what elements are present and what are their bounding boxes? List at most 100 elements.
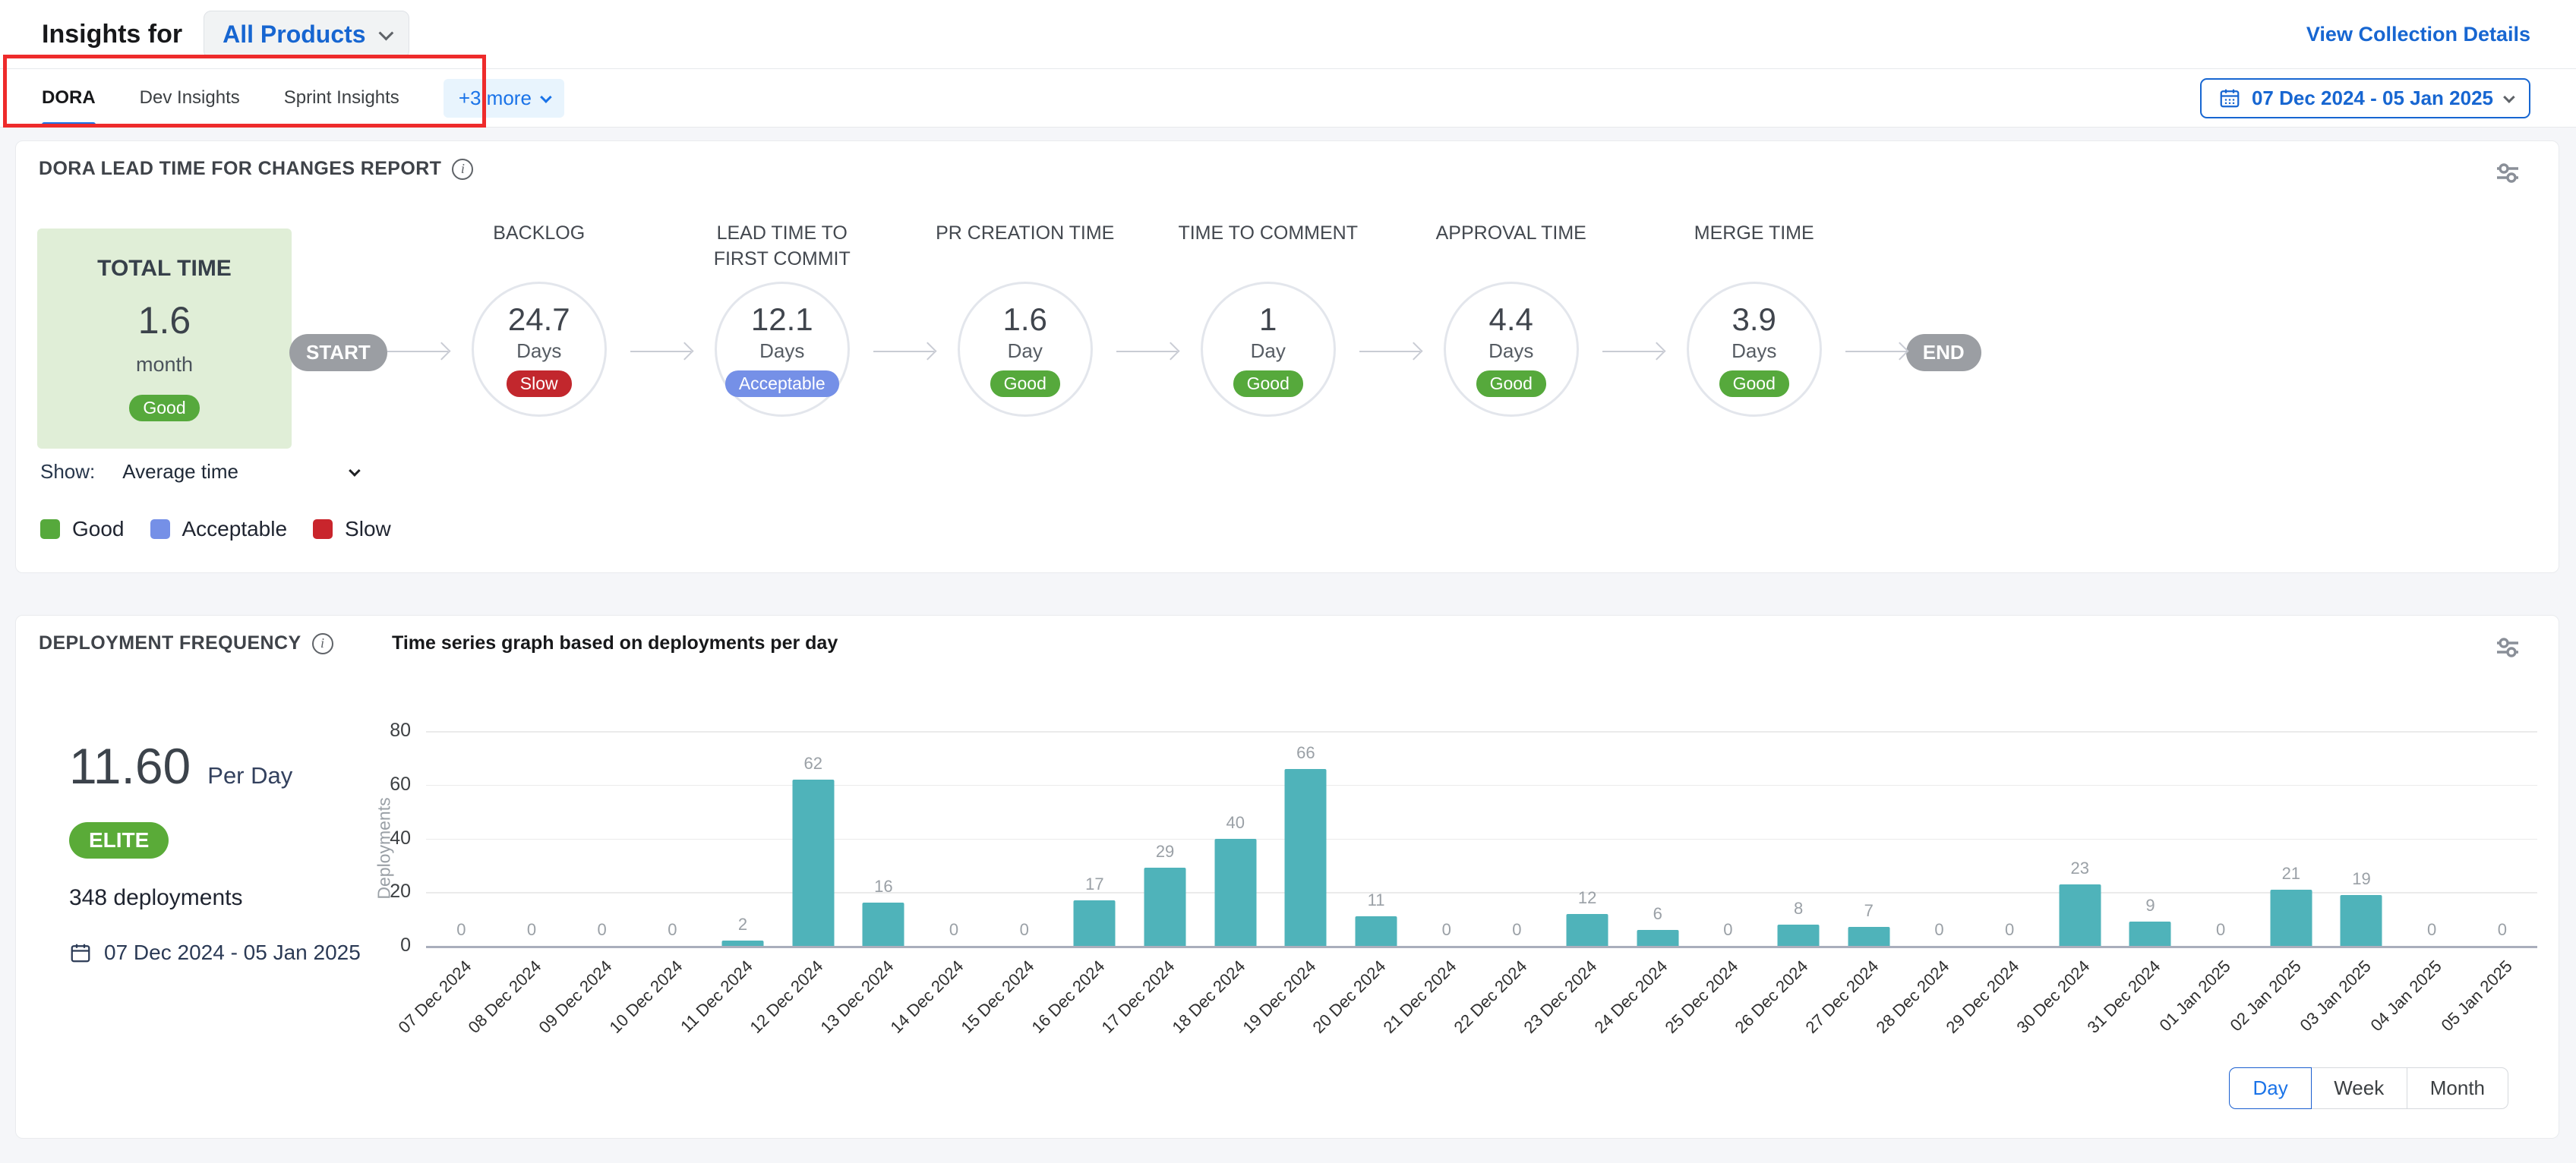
tab-dora[interactable]: DORA [42, 69, 96, 127]
stage-unit: Days [516, 339, 561, 363]
bar[interactable] [2270, 890, 2312, 946]
bar-value-label: 0 [1693, 920, 1763, 940]
bar[interactable] [792, 780, 834, 946]
bar[interactable] [1637, 930, 1678, 946]
bar-slot: 004 Jan 2025 [2397, 731, 2467, 946]
bar-value-label: 0 [1975, 920, 2045, 940]
bar[interactable] [2341, 895, 2382, 946]
lead-time-section-title: DORA LEAD TIME FOR CHANGES REPORT [39, 158, 441, 180]
stage-circle[interactable]: 1 Day Good [1201, 282, 1336, 417]
flow-arrow [1845, 351, 1906, 352]
bar-value-label: 8 [1763, 899, 1834, 919]
legend-item-acceptable: Acceptable [150, 517, 288, 541]
tabs: DORA Dev Insights Sprint Insights +3 mor… [42, 69, 564, 127]
bar-slot: 005 Jan 2025 [2467, 731, 2537, 946]
stage-value: 24.7 [508, 301, 570, 338]
chevron-down-icon [349, 465, 361, 477]
x-axis-label: 21 Dec 2024 [1380, 957, 1461, 1038]
x-axis-label: 18 Dec 2024 [1169, 957, 1250, 1038]
stage-circle[interactable]: 1.6 Day Good [958, 282, 1093, 417]
info-icon[interactable]: i [312, 633, 333, 654]
flow-arrow [873, 351, 934, 352]
stage-label: PR CREATION TIME [936, 221, 1114, 282]
bar-value-label: 0 [1482, 920, 1552, 940]
flow-end-pill: END [1906, 334, 1981, 371]
filter-settings-icon[interactable] [2491, 632, 2524, 663]
bar-value-label: 16 [848, 877, 919, 897]
stage-value: 1 [1259, 301, 1277, 338]
bar-slot: 008 Dec 2024 [497, 731, 567, 946]
tab-dev-insights[interactable]: Dev Insights [140, 69, 240, 127]
granularity-day-button[interactable]: Day [2229, 1067, 2311, 1109]
bar-value-label: 0 [1411, 920, 1482, 940]
show-metric-dropdown[interactable]: Show: Average time [40, 460, 358, 484]
stage-unit: Days [759, 339, 804, 363]
info-icon[interactable]: i [452, 159, 473, 180]
stage-circle[interactable]: 4.4 Days Good [1444, 282, 1579, 417]
stage-label: LEAD TIME TO FIRST COMMIT [691, 221, 873, 282]
bar-slot: 727 Dec 2024 [1833, 731, 1904, 946]
flow-arrow [1359, 351, 1420, 352]
bar[interactable] [722, 941, 764, 946]
flow-arrow [1602, 351, 1663, 352]
tab-sprint-insights[interactable]: Sprint Insights [284, 69, 399, 127]
total-time-value: 1.6 [138, 298, 191, 342]
bar[interactable] [863, 903, 904, 946]
bar[interactable] [1214, 839, 1256, 947]
x-axis-label: 17 Dec 2024 [1098, 957, 1179, 1038]
bar-value-label: 0 [567, 920, 637, 940]
x-axis-label: 31 Dec 2024 [2083, 957, 2164, 1038]
x-axis-label: 10 Dec 2024 [605, 957, 687, 1038]
x-axis-label: 12 Dec 2024 [746, 957, 827, 1038]
bar-series: 007 Dec 2024008 Dec 2024009 Dec 2024010 … [426, 731, 2537, 946]
bar[interactable] [1778, 925, 1820, 946]
bar-value-label: 0 [919, 920, 990, 940]
y-tick-label: 0 [350, 934, 411, 957]
product-selector-dropdown[interactable]: All Products [204, 11, 409, 58]
filter-settings-icon[interactable] [2491, 158, 2524, 188]
legend-swatch [313, 519, 333, 539]
stage-status-badge: Good [1719, 370, 1789, 397]
x-axis-label: 19 Dec 2024 [1239, 957, 1320, 1038]
bar-value-label: 12 [1552, 888, 1623, 908]
y-tick-label: 80 [350, 720, 411, 742]
chevron-down-icon [378, 26, 393, 41]
x-axis-label: 02 Jan 2025 [2226, 957, 2305, 1035]
bar-slot: 001 Jan 2025 [2186, 731, 2256, 946]
more-tabs-button[interactable]: +3 more [444, 79, 564, 118]
product-selector-value: All Products [223, 20, 365, 49]
bar-value-label: 0 [1904, 920, 1975, 940]
bar[interactable] [1567, 914, 1608, 946]
bar[interactable] [2059, 884, 2101, 946]
stage-circle[interactable]: 24.7 Days Slow [472, 282, 607, 417]
flow-start-pill: START [289, 334, 387, 371]
show-value: Average time [122, 460, 238, 484]
granularity-month-button[interactable]: Month [2407, 1067, 2508, 1109]
deployment-rate: 11.60 Per Day [69, 737, 292, 795]
deployment-date-range-value: 07 Dec 2024 - 05 Jan 2025 [104, 941, 361, 965]
bar[interactable] [1356, 916, 1397, 946]
bar-value-label: 6 [1622, 904, 1693, 924]
legend-swatch [40, 519, 60, 539]
granularity-week-button[interactable]: Week [2310, 1067, 2407, 1109]
tabs-bar: DORA Dev Insights Sprint Insights +3 mor… [0, 68, 2576, 128]
bar[interactable] [1285, 769, 1327, 946]
bar[interactable] [1848, 927, 1889, 946]
lead-time-flow: START BACKLOG 24.7 Days Slow LEAD TIME T… [289, 221, 1981, 417]
stage-time-to-comment: TIME TO COMMENT 1 Day Good [1177, 221, 1359, 417]
stage-circle[interactable]: 12.1 Days Acceptable [715, 282, 850, 417]
bar[interactable] [2129, 922, 2171, 946]
legend-label: Good [72, 517, 125, 541]
deployment-frequency-card: DEPLOYMENT FREQUENCY i Time series graph… [15, 615, 2559, 1139]
stage-merge-time: MERGE TIME 3.9 Days Good [1663, 221, 1845, 417]
x-axis-label: 08 Dec 2024 [465, 957, 546, 1038]
stage-label: TIME TO COMMENT [1178, 221, 1358, 282]
stage-circle[interactable]: 3.9 Days Good [1687, 282, 1822, 417]
view-collection-details-link[interactable]: View Collection Details [2306, 23, 2530, 46]
bar[interactable] [1074, 900, 1116, 946]
x-axis-label: 09 Dec 2024 [535, 957, 616, 1038]
bar-value-label: 9 [2115, 896, 2186, 916]
date-range-picker[interactable]: 07 Dec 2024 - 05 Jan 2025 [2200, 78, 2530, 118]
bar[interactable] [1144, 868, 1186, 946]
tab-dora-label: DORA [42, 87, 96, 109]
